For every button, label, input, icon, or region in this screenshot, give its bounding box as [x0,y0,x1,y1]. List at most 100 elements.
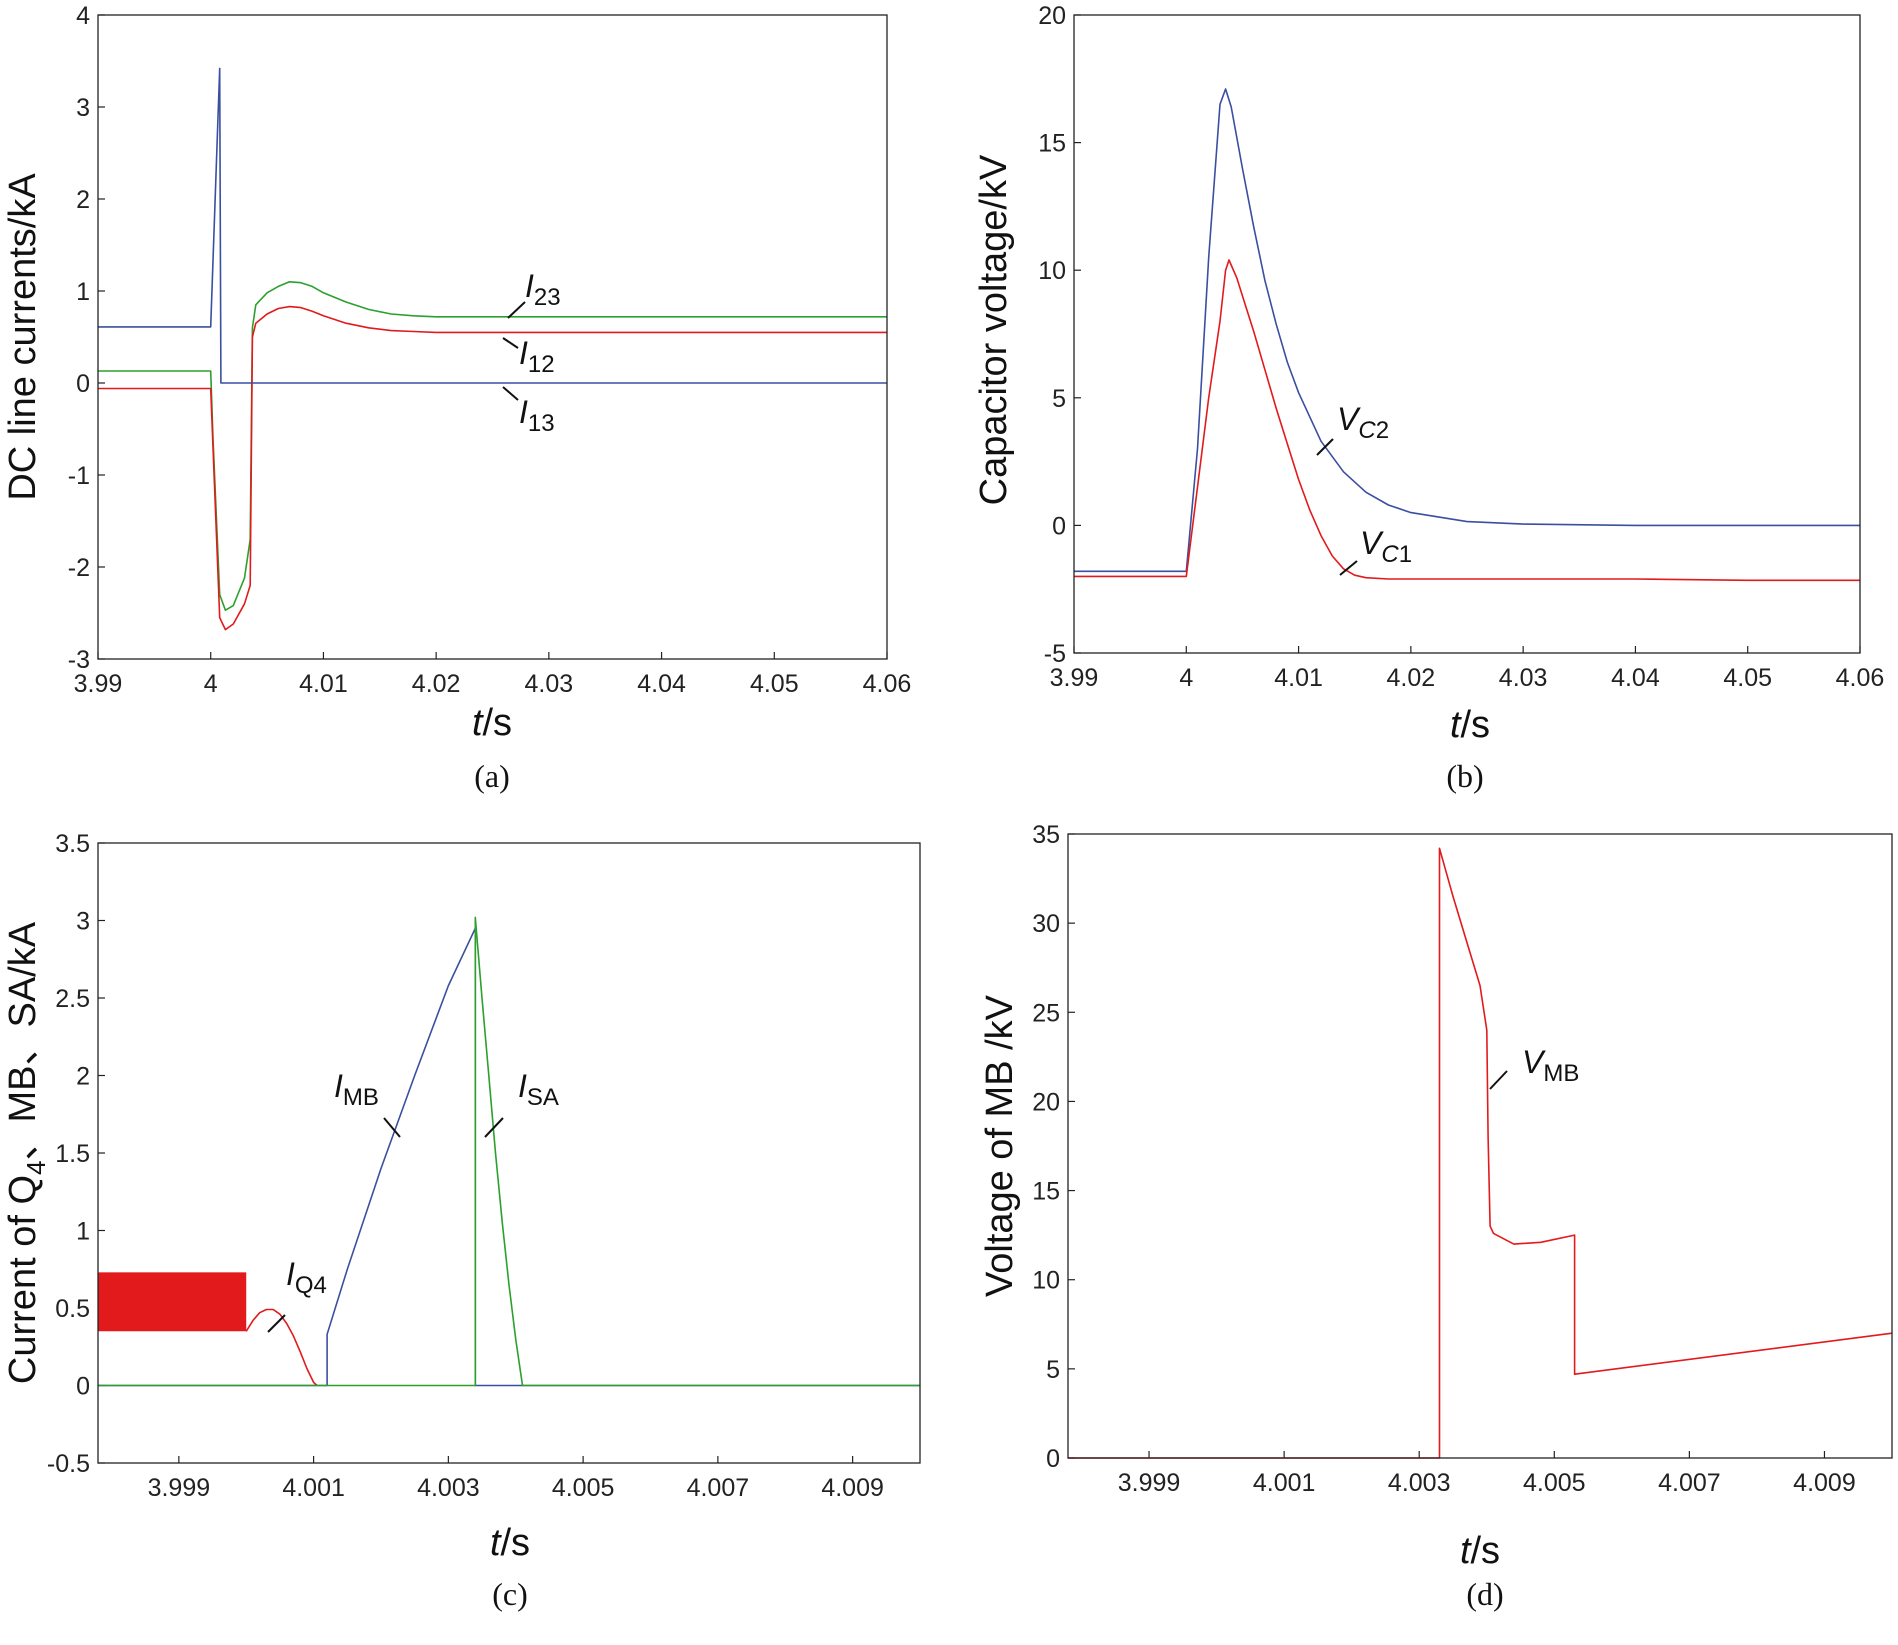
panel-d-xlabel: t/s [1460,1530,1500,1572]
x-tick-label: 4.001 [282,1474,345,1502]
panel-c: 3.999 4.001 4.003 4.005 4.007 4.009 -0.5 0 0.5 1 1… [2,830,921,1612]
annotation-leader-vc2 [1316,438,1334,456]
x-tick-label: 3.99 [74,670,123,698]
x-tick-label: 4.01 [1274,664,1323,692]
panel-c-xlabel: t/s [490,1522,530,1564]
x-tick-label: 4.02 [412,670,461,698]
panel-a-series [98,67,887,631]
annotation-vmb: VMB [1522,1044,1579,1087]
y-tick-label: 4 [76,2,90,30]
y-tick-label: 0 [1046,1445,1060,1473]
panel-a: 3.99 4 4.01 4.02 4.03 4.04 4.05 4.06 -3 -2 -1 0 1 2 3 4… [2,2,911,794]
y-tick-label: -0.5 [47,1450,90,1478]
x-tick-label: 4.04 [637,670,686,698]
y-tick-label: 35 [1032,821,1060,849]
y-tick-label: 5 [1052,385,1066,413]
panel-c-axes: 3.999 4.001 4.003 4.005 4.007 4.009 -0.5 0 0.5 1 1… [47,830,884,1502]
annotation-i13: I13 [519,394,555,437]
annotation-leader-i23 [507,301,526,319]
x-tick-label: 4.009 [821,1474,884,1502]
panel-b-caption: (b) [1446,758,1483,794]
panel-d-caption: (d) [1466,1576,1503,1612]
panel-d: 3.999 4.001 4.003 4.005 4.007 4.009 0 5 10 15 20 25… [979,821,1893,1612]
annotation-vc2: VC2 [1337,401,1389,444]
y-tick-label: 1 [76,1218,90,1246]
x-tick-label: 4.007 [687,1474,750,1502]
x-tick-label: 4.02 [1387,664,1436,692]
series-line-isa [98,916,920,1387]
panel-c-ylabel: Current of Q4、MB、SA/kA [2,921,51,1384]
panel-b-series [1074,88,1860,582]
panel-a-xlabel: t/s [472,702,512,744]
y-tick-label: 5 [1046,1356,1060,1384]
panel-c-frame [97,842,921,1464]
y-tick-label: 3.5 [55,830,90,858]
y-tick-label: 25 [1032,999,1060,1027]
y-tick-label: 1.5 [55,1140,90,1168]
panel-b-axes: 3.99 4 4.01 4.02 4.03 4.04 4.05 4.06 -5 0 5 10 15 20 [1038,2,1884,692]
x-tick-label: 4.04 [1611,664,1660,692]
series-line-vc2 [1074,88,1860,573]
x-tick-label: 4.06 [1836,664,1885,692]
series-line-i13 [98,67,887,384]
annotation-imb: IMB [334,1068,379,1111]
panel-a-frame [97,14,888,660]
y-tick-label: 0 [76,370,90,398]
y-tick-label: 10 [1032,1267,1060,1295]
annotation-leader-vc1 [1339,560,1358,576]
x-tick-label: 4.005 [552,1474,615,1502]
panel-d-series [1068,847,1893,1459]
panel-c-series [98,916,920,1387]
x-tick-label: 4.01 [299,670,348,698]
y-tick-label: 1 [76,278,90,306]
y-tick-label: 15 [1038,130,1066,158]
y-tick-label: 20 [1038,2,1066,30]
panel-b-ylabel: Capacitor voltage/kV [973,154,1015,505]
y-tick-label: 2 [76,186,90,214]
panel-b-frame [1073,14,1861,654]
panel-a-ylabel: DC line currents/kA [2,173,44,501]
y-tick-label: 30 [1032,910,1060,938]
annotation-isa: ISA [518,1068,559,1111]
x-tick-label: 3.999 [148,1474,211,1502]
y-tick-label: 0 [1052,512,1066,540]
panel-b: 3.99 4 4.01 4.02 4.03 4.04 4.05 4.06-505101520 … [973,2,1884,794]
panel-a-axes: 3.99 4 4.01 4.02 4.03 4.04 4.05 4.06 -3 -2 -1 0 1 2 3 4 [68,2,912,698]
x-tick-label: 4.009 [1793,1469,1856,1497]
annotation-leader-iq4 [267,1314,286,1333]
y-tick-label: 2.5 [55,985,90,1013]
annotation-vc1: VC1 [1360,525,1412,568]
x-tick-label: 4.03 [525,670,574,698]
y-tick-label: 20 [1032,1088,1060,1116]
x-tick-label: 3.99 [1050,664,1099,692]
x-tick-label: 4.06 [863,670,912,698]
annotation-i23: I23 [525,268,561,311]
x-tick-label: 4.001 [1253,1469,1316,1497]
x-tick-label: 4 [1179,664,1193,692]
y-tick-label: -3 [68,646,90,674]
panel-d-ylabel: Voltage of MB /kV [979,994,1021,1297]
panel-d-frame [1067,833,1893,1459]
series-line-i12 [98,305,887,631]
x-tick-label: 4.005 [1523,1469,1586,1497]
annotation-iq4: IQ4 [286,1256,327,1299]
y-tick-label: 3 [76,908,90,936]
x-tick-label: 4.05 [1723,664,1772,692]
x-tick-label: 3.999 [1118,1469,1181,1497]
y-tick-label: -5 [1044,640,1066,668]
annotation-leader-i12 [502,337,519,349]
annotation-leader-vmb [1489,1070,1508,1090]
x-tick-label: 4.05 [750,670,799,698]
annotation-leader-isa [484,1117,504,1138]
x-tick-label: 4.007 [1658,1469,1721,1497]
series-line-vmb [1068,847,1893,1459]
y-tick-label: -2 [68,554,90,582]
annotation-leader-i13 [502,386,519,401]
series-band-iq4 [98,1272,247,1332]
annotation-leader-imb [383,1117,401,1138]
y-tick-label: 0 [76,1373,90,1401]
y-tick-label: 0.5 [55,1295,90,1323]
panel-a-caption: (a) [474,758,510,794]
y-tick-label: -1 [68,462,90,490]
